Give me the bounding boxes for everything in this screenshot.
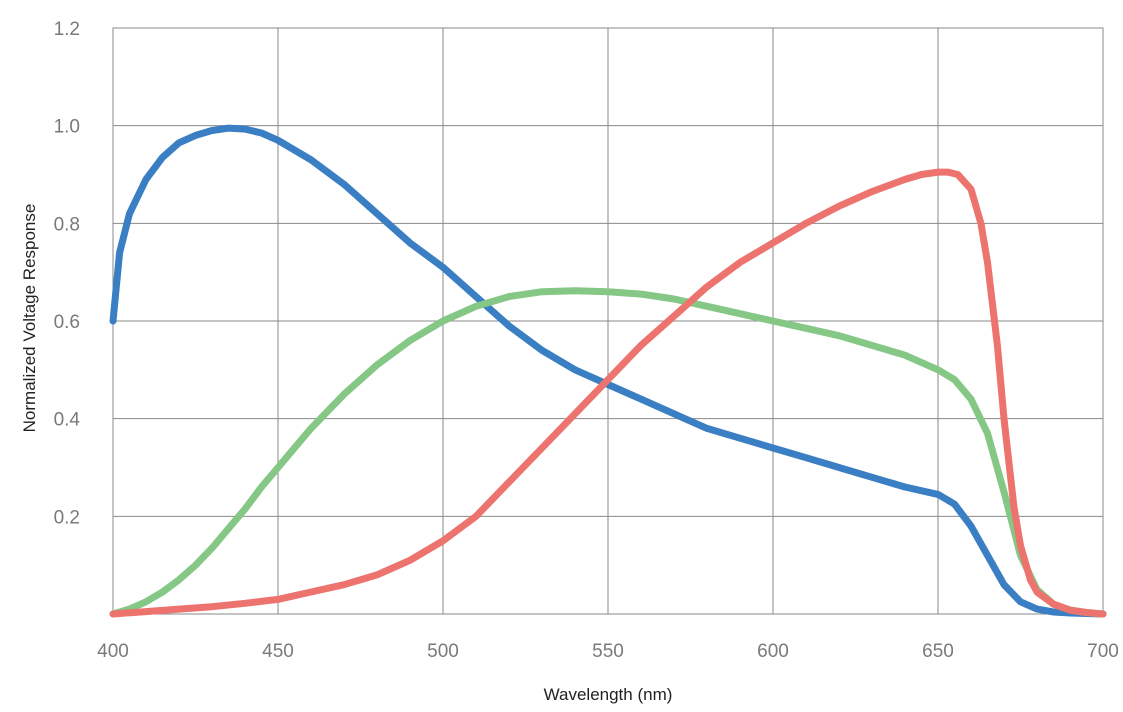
- x-tick-label: 450: [262, 641, 294, 662]
- blue-series-line: [109, 124, 1107, 618]
- y-axis-ticks: 0.2 0.4 0.6 0.8 1.0 1.2: [54, 19, 81, 528]
- y-tick-label: 0.6: [54, 312, 80, 333]
- grid-lines: [113, 28, 1103, 614]
- y-axis-label: Normalized Voltage Response: [20, 204, 39, 433]
- x-axis-label: Wavelength (nm): [544, 685, 673, 704]
- x-tick-label: 650: [922, 641, 954, 662]
- x-tick-label: 500: [427, 641, 459, 662]
- x-axis-ticks: 400 450 500 550 600 650 700: [97, 641, 1119, 662]
- x-tick-label: 400: [97, 641, 129, 662]
- x-tick-label: 550: [592, 641, 624, 662]
- y-tick-label: 0.4: [54, 410, 81, 431]
- y-tick-label: 0.2: [54, 507, 80, 528]
- x-tick-label: 700: [1087, 641, 1119, 662]
- y-tick-label: 0.8: [54, 214, 80, 235]
- green-series-line: [109, 287, 1107, 618]
- data-series: [109, 124, 1107, 618]
- y-tick-label: 1.2: [54, 19, 80, 40]
- y-tick-label: 1.0: [54, 117, 80, 138]
- x-tick-label: 600: [757, 641, 789, 662]
- red-series-line: [109, 168, 1107, 618]
